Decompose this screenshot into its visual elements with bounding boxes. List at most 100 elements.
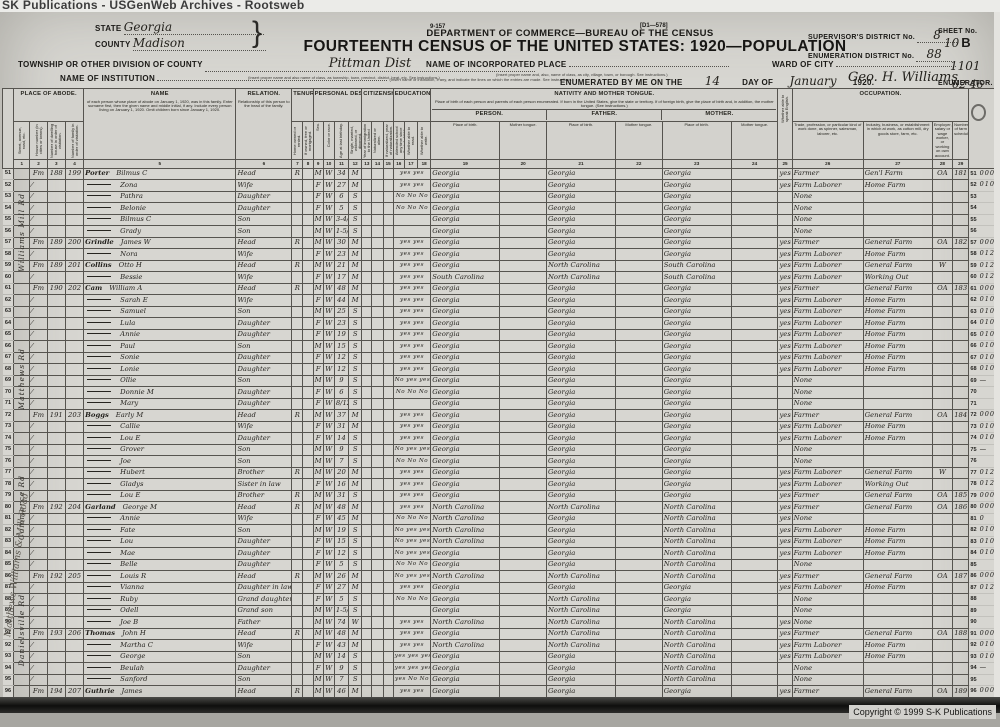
cell-place-of-birth: North Carolina [430,639,501,652]
cell-free-mortgaged [302,512,314,526]
cell-industry: Home Farm [862,351,933,365]
cell-family-number [64,616,85,629]
cell-education: No No No [392,386,432,399]
cell-marital-status: W [348,616,363,629]
ward-label: WARD OF CITY [772,60,834,69]
cell-industry: Home Farm [862,305,933,319]
cell-place-of-birth: Georgia [430,478,501,491]
cell-father-place-of-birth: Georgia [545,662,617,675]
cell-sex: F [312,248,324,261]
cell-street [13,397,31,411]
cell-street [13,328,31,342]
cell-naturalized [371,547,384,560]
cell-speak-english [777,190,793,204]
cell-age: 46 [333,685,350,698]
cell-mother-mother-tongue [730,259,779,273]
cell-year-immigration [361,351,373,365]
cell-mother-place-of-birth: North Carolina [661,535,732,549]
cell-father-mother-tongue [615,236,663,250]
cell-line-number-right: 86 000 [968,570,996,583]
cell-father-place-of-birth: Georgia [545,351,617,365]
cell-free-mortgaged [302,432,314,445]
cell-name: Lou E [83,432,237,445]
cell-color-race: W [322,179,335,192]
cell-occupation: Farm Laborer [791,248,864,261]
cell-year-immigration [361,535,373,549]
cell-age: 27 [333,179,350,192]
cell-street [13,351,31,365]
column-number: 18 [417,158,432,169]
cell-age: 37 [333,409,350,422]
cell-education: yes yes [392,581,432,595]
cell-sex: F [312,328,324,342]
cell-year-immigration [361,248,373,261]
cell-relation: Daughter [235,328,293,342]
cell-home-owned-rented [291,432,304,445]
cell-speak-english: yes [777,248,793,261]
cell-name: Ollie [83,374,237,388]
cell-mother-tongue [499,673,547,687]
cell-employer-class [931,202,954,215]
cell-employer-class [931,351,954,365]
cell-sex: F [312,271,324,284]
cell-family-number: 202 [64,282,85,296]
cell-speak-english [777,397,793,411]
cell-mother-tongue [499,581,547,595]
cell-father-mother-tongue [615,616,663,629]
cell-free-mortgaged [302,455,314,468]
cell-naturalization-year [382,501,394,514]
cell-year-immigration [361,328,373,342]
cell-year-immigration [361,581,373,595]
cell-line-number: 95 [2,673,15,687]
cell-place-of-birth: Georgia [430,340,501,353]
cell-relation: Son [235,374,293,388]
cell-name: Mary [83,397,237,411]
cell-name: Guthrie James [83,685,237,698]
cell-mother-place-of-birth: Georgia [661,581,732,595]
cell-line-number-right: 76 [968,455,996,468]
cell-speak-english: yes [777,466,793,480]
cell-age: 14 [333,432,350,445]
cell-employer-class: W [931,259,954,273]
cell-street [13,305,31,319]
cell-industry: Home Farm [862,179,933,192]
cell-line-number-right: 56 [968,225,996,238]
cell-mother-tongue [499,547,547,560]
cell-employer-class [931,639,954,652]
cell-mother-place-of-birth: Georgia [661,386,732,399]
cell-family-number: 203 [64,409,85,422]
cell-street [13,202,31,215]
cell-place-of-birth: Georgia [430,432,501,445]
census-row: 81 ⁄ Annie Wife F W 45 M No No No North Carolina G… [2,512,996,526]
cell-relation: Wife [235,271,293,284]
cell-mother-place-of-birth: South Carolina [661,259,732,273]
cell-free-mortgaged [302,662,314,675]
cell-family-number [64,581,85,595]
cell-year-immigration [361,397,373,411]
cell-naturalized [371,351,384,365]
cell-sex: F [312,535,324,549]
group-nativity: NATIVITY AND MOTHER TONGUE. Place of birt… [430,88,779,122]
cell-industry: Home Farm [862,340,933,353]
cell-name: Grover [83,443,237,457]
cell-home-owned-rented [291,317,304,330]
cell-sex: F [312,547,324,560]
cell-name: Joe [83,455,237,468]
cell-education: No yes yes [392,547,432,560]
column-number: 29 [952,158,970,169]
cell-mother-tongue [499,167,547,181]
cell-year-immigration [361,570,373,583]
cell-relation: Head [235,570,293,583]
enumerated-day: 14 [704,74,720,88]
cell-name: Martha C [83,639,237,652]
cell-relation: Daughter in law [235,581,293,595]
cell-speak-english: yes [777,512,793,526]
cell-age: 23 [333,248,350,261]
cell-naturalized [371,179,384,192]
cell-dwelling-number [46,639,66,652]
cell-line-number: 83 [2,535,15,549]
cell-naturalization-year [382,581,394,595]
cell-speak-english [777,455,793,468]
